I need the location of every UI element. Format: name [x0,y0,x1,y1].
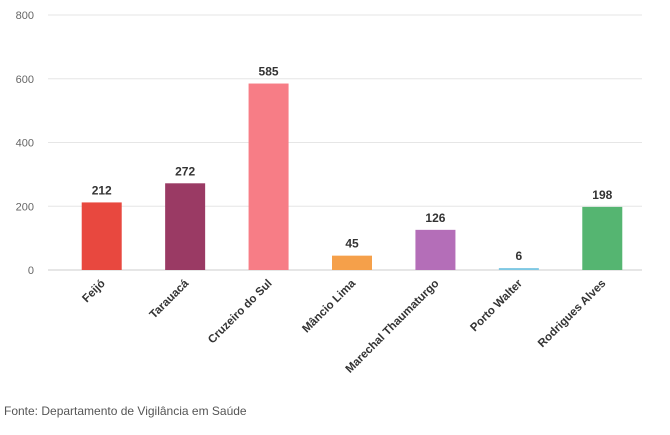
bar [332,255,372,270]
bar [248,83,289,270]
bar [498,268,539,270]
bar [415,229,456,270]
y-tick-label: 800 [16,10,34,22]
data-label: 126 [425,211,445,225]
x-tick-label: Tarauacá [148,277,192,321]
bar [165,183,206,270]
data-label: 585 [259,65,279,79]
y-tick-label: 200 [16,201,34,213]
x-tick-label: Feijó [80,278,107,305]
data-label: 45 [345,237,359,251]
x-tick-label: Cruzeiro do Sul [206,278,275,347]
bar [81,202,122,270]
x-tick-label: Rodrigues Alves [536,278,608,350]
y-tick-label: 400 [16,138,34,150]
data-label: 212 [92,183,112,197]
bar [582,206,623,270]
data-label: 6 [516,249,523,263]
source-note: Fonte: Departamento de Vigilância em Saú… [4,404,247,418]
x-tick-label: Mâncio Lima [300,277,358,335]
y-tick-label: 600 [16,74,34,86]
data-label: 198 [592,188,612,202]
x-tick-label: Marechal Thaumaturgo [344,278,442,376]
data-label: 272 [175,164,195,178]
x-tick-label: Porto Walter [468,277,525,334]
y-tick-label: 0 [28,265,34,277]
